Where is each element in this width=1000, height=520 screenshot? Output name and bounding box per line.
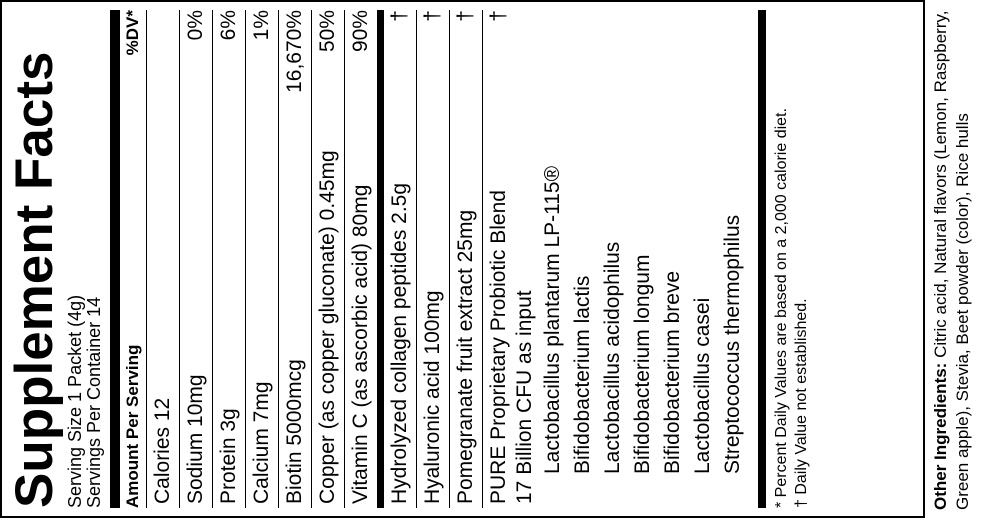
row-dv: 50% [316,10,339,53]
thick-rule [758,10,766,508]
row-dv: † [421,10,444,22]
row: Vitamin C (as ascorbic acid) 80mg 90% [345,10,378,508]
row: Sodium 10mg 0% [180,10,213,508]
ingredient-rows: Hydrolyzed collagen peptides 2.5g † Hyalur… [384,10,483,508]
blend-cfu: 17 Billion CFU as input [513,290,536,504]
dv-header: %DV* [123,10,142,56]
row-name: Biotin 5000mcg [283,359,306,504]
other-label: Other Ingredients: [931,362,950,510]
row-dv: 1% [250,10,273,41]
row-name: Vitamin C (as ascorbic acid) 80mg [349,184,372,504]
footnote: † Daily Value not established. [793,298,810,508]
row-dv: 16,670% [283,10,306,93]
row: Calories 12 [147,10,180,508]
blend-dv: † [487,10,510,22]
strain: Lactobacillus plantarum LP-115® [541,165,564,474]
other-ingredients: Other Ingredients: Citric acid, Natural … [930,5,974,510]
row-name: Pomegranate fruit extract 25mg [454,209,477,504]
blend-name: PURE Proprietary Probiotic Blend [487,190,510,504]
row-dv: † [388,10,411,22]
row-name: Copper (as copper gluconate) 0.45mg [316,150,339,504]
row-dv: 6% [217,10,240,41]
row-name: Hydrolyzed collagen peptides 2.5g [388,182,411,504]
strain: Bifidobacterium breve [661,270,684,474]
row-name: Calories 12 [151,397,174,504]
row-dv: 0% [184,10,207,41]
thick-rule [110,10,120,508]
row: Pomegranate fruit extract 25mg † [450,10,483,508]
strain: Streptococcus thermophilus [721,214,744,474]
row: Copper (as copper gluconate) 0.45mg 50% [312,10,345,508]
serving-size: Serving Size 1 Packet (4g) [65,294,85,508]
amount-header: Amount Per Serving [123,344,142,508]
row-name: Protein 3g [217,408,240,504]
row-name: Sodium 10mg [184,374,207,504]
strain: Bifidobacterium lactis [571,275,594,474]
strain: Lactobacillus acidophilus [601,241,624,474]
title: Supplement Facts [5,51,64,508]
row-dv: † [454,10,477,22]
row: Hyaluronic acid 100mg † [417,10,450,508]
strain: Lactobacillus casei [691,297,714,474]
blend: PURE Proprietary Probiotic Blend † 17 Bi… [483,10,754,508]
row: Calcium 7mg 1% [246,10,279,508]
header-row: Amount Per Serving %DV* [120,10,147,508]
footnote: * Percent Daily Values are based on a 2,… [773,108,790,508]
servings-per-container: Servings Per Container 14 [84,296,104,508]
supplement-facts-box: Supplement Facts Serving Size 1 Packet (… [0,0,925,518]
strain-list: Lactobacillus plantarum LP-115® Bifidobac… [538,10,748,504]
strain: Bifidobacterium longum [631,254,654,474]
row: Protein 3g 6% [213,10,246,508]
row: Biotin 5000mcg 16,670% [279,10,312,508]
row-name: Calcium 7mg [250,381,273,504]
row-dv: 90% [349,10,372,53]
row-name: Hyaluronic acid 100mg [421,290,444,504]
nutrient-rows: Calories 12 Sodium 10mg 0% Protein 3g 6% Calc… [147,10,378,508]
row: Hydrolyzed collagen peptides 2.5g † [384,10,417,508]
